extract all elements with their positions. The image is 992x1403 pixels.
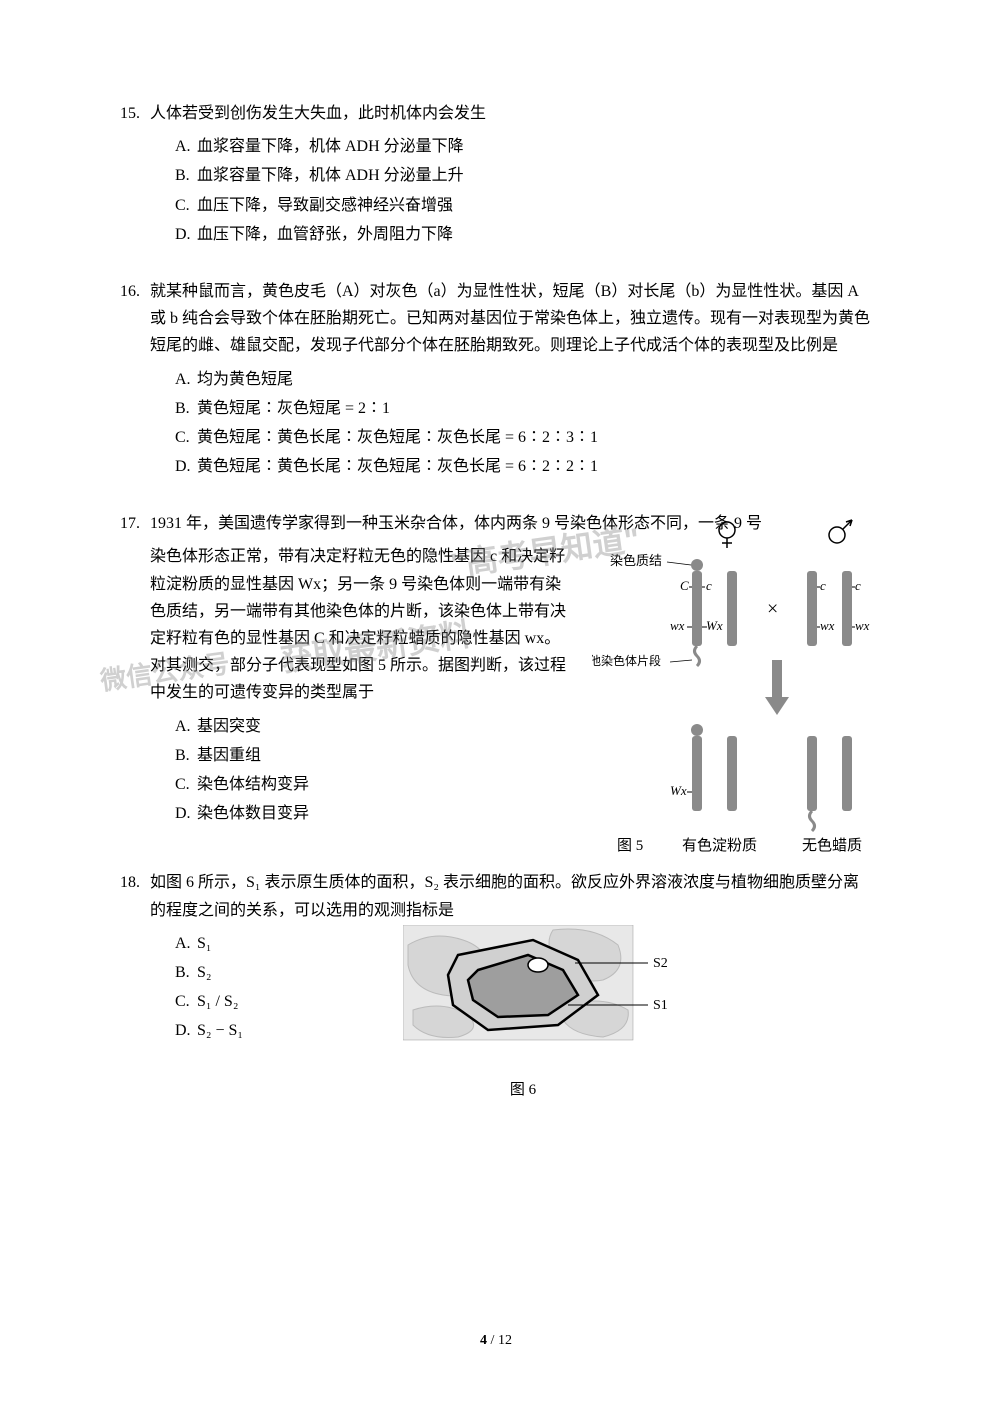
svg-text:c: c [706, 578, 712, 593]
q17-b-text: 基因重组 [197, 747, 261, 764]
fig5-caption-left: 有色淀粉质 [682, 837, 757, 854]
q17-option-b: B.基因重组 [175, 742, 570, 769]
fig5-label: 图 5 [617, 837, 643, 854]
svg-text:×: × [767, 598, 778, 620]
q17-c-text: 染色体结构变异 [197, 776, 309, 793]
svg-text:wx: wx [670, 618, 685, 633]
q15-option-c: C.血压下降，导致副交感神经兴奋增强 [175, 192, 872, 219]
question-15: 15. 人体若受到创伤发生大失血，此时机体内会发生 A.血浆容量下降，机体 AD… [120, 100, 872, 248]
label-knob: 染色质结 [610, 553, 662, 568]
svg-text:c: c [820, 578, 826, 593]
q16-stem: 16. 就某种鼠而言，黄色皮毛（A）对灰色（a）为显性性状，短尾（B）对长尾（b… [120, 278, 872, 360]
page: 15. 人体若受到创伤发生大失血，此时机体内会发生 A.血浆容量下降，机体 AD… [0, 0, 992, 1403]
q18-a-text: S₁ [197, 935, 211, 952]
q17-option-a: A.基因突变 [175, 713, 570, 740]
q15-c-text: 血压下降，导致副交感神经兴奋增强 [197, 197, 453, 214]
q18-option-d: D.S₂ − S₁ [175, 1017, 243, 1044]
q17-a-text: 基因突变 [197, 718, 261, 735]
q16-text: 就某种鼠而言，黄色皮毛（A）对灰色（a）为显性性状，短尾（B）对长尾（b）为显性… [150, 278, 872, 360]
question-17: 17. 1931 年，美国遗传学家得到一种玉米杂合体，体内两条 9 号染色体形态… [120, 510, 872, 829]
svg-text:C: C [680, 578, 689, 593]
figure-6: S2 S1 图 6 [403, 925, 683, 1104]
q17-option-c: C.染色体结构变异 [175, 771, 570, 798]
q16-options: A.均为黄色短尾 B.黄色短尾∶灰色短尾 = 2∶1 C.黄色短尾∶黄色长尾∶灰… [120, 366, 872, 481]
q16-option-d: D.黄色短尾∶黄色长尾∶灰色短尾∶灰色长尾 = 6∶2∶2∶1 [175, 453, 872, 480]
q15-b-text: 血浆容量下降，机体 ADH 分泌量上升 [197, 167, 464, 184]
q16-option-b: B.黄色短尾∶灰色短尾 = 2∶1 [175, 395, 872, 422]
q18-option-a: A.S₁ [175, 930, 243, 957]
page-current: 4 [480, 1333, 487, 1348]
q16-c-text: 黄色短尾∶黄色长尾∶灰色短尾∶灰色长尾 = 6∶2∶3∶1 [197, 429, 598, 446]
page-number: 4 / 12 [0, 1329, 992, 1353]
q15-option-d: D.血压下降，血管舒张，外周阻力下降 [175, 221, 872, 248]
q15-option-a: A.血浆容量下降，机体 ADH 分泌量下降 [175, 133, 872, 160]
svg-text:S2: S2 [653, 956, 668, 971]
q18-num: 18. [120, 869, 150, 923]
page-total: 12 [498, 1333, 512, 1348]
svg-text:Wx: Wx [670, 783, 687, 798]
q18-body: A.S₁ B.S₂ C.S₁ / S₂ D.S₂ − S₁ [120, 930, 872, 1104]
q15-stem: 15. 人体若受到创伤发生大失血，此时机体内会发生 [120, 100, 872, 127]
q17-num: 17. [120, 510, 150, 537]
q15-a-text: 血浆容量下降，机体 ADH 分泌量下降 [197, 138, 464, 155]
q15-text: 人体若受到创伤发生大失血，此时机体内会发生 [150, 100, 872, 127]
q18-options: A.S₁ B.S₂ C.S₁ / S₂ D.S₂ − S₁ [120, 930, 243, 1047]
q17-options: A.基因突变 B.基因重组 C.染色体结构变异 D.染色体数目变异 [150, 713, 570, 828]
figure-6-svg: S2 S1 [403, 925, 683, 1065]
fig5-caption-right: 无色蜡质 [802, 837, 862, 854]
q15-d-text: 血压下降，血管舒张，外周阻力下降 [197, 226, 453, 243]
q18-b-text: S₂ [197, 964, 211, 981]
q17-option-d: D.染色体数目变异 [175, 800, 570, 827]
q15-num: 15. [120, 100, 150, 127]
question-18: 18. 如图 6 所示，S₁ 表示原生质体的面积，S₂ 表示细胞的面积。欲反应外… [120, 869, 872, 1103]
q18-text: 如图 6 所示，S₁ 表示原生质体的面积，S₂ 表示细胞的面积。欲反应外界溶液浓… [150, 869, 872, 923]
q17-d-text: 染色体数目变异 [197, 805, 309, 822]
q16-num: 16. [120, 278, 150, 360]
svg-text:S1: S1 [653, 998, 668, 1013]
q16-b-text: 黄色短尾∶灰色短尾 = 2∶1 [197, 400, 390, 417]
svg-text:c: c [855, 578, 861, 593]
figure-5-svg: C c wx Wx 染色质结 其他染色体片段 × [592, 515, 892, 865]
svg-text:wx: wx [855, 618, 870, 633]
q18-d-text: S₂ − S₁ [197, 1022, 243, 1039]
q16-d-text: 黄色短尾∶黄色长尾∶灰色短尾∶灰色长尾 = 6∶2∶2∶1 [197, 458, 598, 475]
q15-options: A.血浆容量下降，机体 ADH 分泌量下降 B.血浆容量下降，机体 ADH 分泌… [120, 133, 872, 248]
q17-stem-rest: 染色体形态正常，带有决定籽粒无色的隐性基因 c 和决定籽粒淀粉质的显性基因 Wx… [150, 543, 570, 829]
q16-a-text: 均为黄色短尾 [197, 371, 293, 388]
question-16: 16. 就某种鼠而言，黄色皮毛（A）对灰色（a）为显性性状，短尾（B）对长尾（b… [120, 278, 872, 480]
svg-text:wx: wx [820, 618, 835, 633]
q15-option-b: B.血浆容量下降，机体 ADH 分泌量上升 [175, 162, 872, 189]
q16-option-a: A.均为黄色短尾 [175, 366, 872, 393]
svg-text:Wx: Wx [706, 618, 723, 633]
label-fragment: 其他染色体片段 [592, 653, 661, 668]
q18-option-c: C.S₁ / S₂ [175, 988, 243, 1015]
fig6-caption: 图 6 [363, 1078, 683, 1104]
q18-stem: 18. 如图 6 所示，S₁ 表示原生质体的面积，S₂ 表示细胞的面积。欲反应外… [120, 869, 872, 923]
figure-5: C c wx Wx 染色质结 其他染色体片段 × [592, 515, 892, 865]
q18-option-b: B.S₂ [175, 959, 243, 986]
q18-c-text: S₁ / S₂ [197, 993, 238, 1010]
q16-option-c: C.黄色短尾∶黄色长尾∶灰色短尾∶灰色长尾 = 6∶2∶3∶1 [175, 424, 872, 451]
